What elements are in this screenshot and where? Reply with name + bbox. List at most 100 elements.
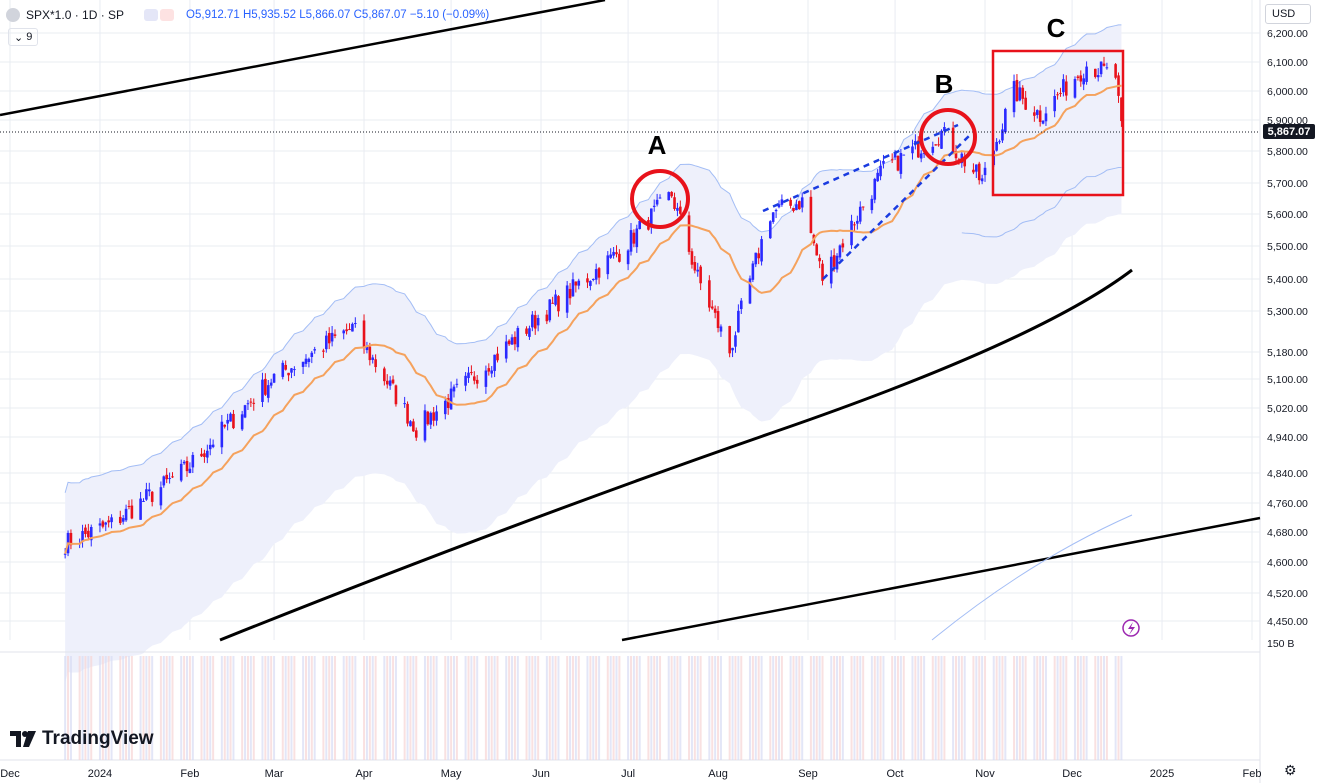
candle-body bbox=[591, 278, 595, 280]
volume-bar bbox=[728, 656, 731, 760]
candle-body bbox=[557, 296, 560, 312]
volume-bar bbox=[798, 656, 801, 760]
candle-body bbox=[652, 205, 656, 207]
y-tick-label: 6,200.00 bbox=[1267, 28, 1308, 40]
candle-body bbox=[139, 498, 142, 520]
candle-body bbox=[780, 199, 784, 205]
candle-body bbox=[916, 140, 920, 158]
volume-bar bbox=[830, 656, 833, 760]
candle-body bbox=[536, 318, 540, 326]
volume-bar bbox=[171, 656, 174, 760]
volume-bar bbox=[656, 656, 659, 760]
volume-bar bbox=[406, 656, 409, 760]
candle-body bbox=[423, 410, 427, 441]
indicator-toggle-icons[interactable] bbox=[144, 9, 175, 21]
gear-icon[interactable]: ⚙ bbox=[1284, 762, 1297, 778]
candle-body bbox=[432, 412, 435, 421]
candle-body bbox=[310, 352, 314, 357]
candle-body bbox=[963, 156, 967, 167]
candle-body bbox=[240, 414, 244, 430]
volume-bar bbox=[812, 656, 815, 760]
volume-bar bbox=[249, 656, 252, 760]
volume-bar bbox=[490, 656, 493, 760]
candle-body bbox=[774, 209, 778, 212]
candle-body bbox=[1093, 68, 1097, 77]
volume-bar bbox=[1039, 656, 1042, 760]
candle-body bbox=[388, 380, 392, 386]
candle-body bbox=[467, 372, 470, 379]
x-tick-label: Nov bbox=[975, 768, 995, 780]
volume-bar bbox=[836, 656, 839, 760]
candle-body bbox=[171, 476, 174, 478]
candle-body bbox=[951, 127, 955, 154]
candle-body bbox=[246, 403, 250, 405]
candle-body bbox=[162, 476, 166, 486]
volume-bar bbox=[627, 656, 630, 760]
candle-body bbox=[1053, 95, 1056, 112]
indicators-collapse-button[interactable]: ⌄ 9 bbox=[8, 28, 39, 46]
candle-body bbox=[426, 411, 430, 425]
candle-body bbox=[1064, 81, 1068, 96]
volume-bar bbox=[389, 656, 392, 760]
volume-bar bbox=[554, 656, 557, 760]
candle-body bbox=[841, 243, 845, 248]
candle-body bbox=[980, 178, 984, 182]
x-tick-label: Dec bbox=[0, 768, 20, 780]
volume-bar bbox=[203, 656, 206, 760]
x-tick-label: 2025 bbox=[1150, 768, 1174, 780]
symbol-title[interactable]: SPX*1.0 · 1D · SP bbox=[26, 8, 125, 22]
volume-bar bbox=[911, 656, 914, 760]
candle-body bbox=[858, 206, 862, 222]
x-tick-label: Aug bbox=[708, 768, 728, 780]
volume-bar bbox=[354, 656, 357, 760]
candle-body bbox=[795, 204, 798, 211]
y-tick-label: 4,680.00 bbox=[1267, 527, 1308, 539]
candle-body bbox=[345, 329, 348, 332]
candle-body bbox=[1004, 108, 1007, 133]
y-tick-label: 5,100.00 bbox=[1267, 374, 1308, 386]
candle-body bbox=[676, 207, 679, 211]
volume-bar bbox=[931, 656, 934, 760]
x-tick-label: Apr bbox=[355, 768, 372, 780]
candle-body bbox=[101, 521, 105, 527]
x-tick-label: Jun bbox=[532, 768, 550, 780]
candle-body bbox=[443, 400, 447, 415]
candle-body bbox=[673, 197, 676, 210]
y-tick-label: 5,700.00 bbox=[1267, 178, 1308, 190]
candle-body bbox=[98, 523, 102, 526]
volume-bar bbox=[1036, 656, 1039, 760]
candle-body bbox=[243, 405, 247, 418]
candle-body bbox=[1021, 87, 1025, 99]
candle-body bbox=[650, 208, 653, 228]
volume-bar bbox=[673, 656, 676, 760]
volume-bar bbox=[81, 656, 84, 760]
candle-body bbox=[879, 165, 882, 177]
volume-bar bbox=[148, 656, 151, 760]
volume-bar bbox=[371, 656, 374, 760]
candle-body bbox=[618, 253, 621, 262]
candle-body bbox=[409, 421, 412, 427]
candle-body bbox=[185, 460, 189, 472]
volume-bar bbox=[981, 656, 984, 760]
candle-body bbox=[145, 489, 148, 500]
volume-bar bbox=[525, 656, 528, 760]
volume-bar bbox=[467, 656, 470, 760]
candle-body bbox=[371, 357, 375, 360]
candle-body bbox=[739, 300, 743, 310]
volume-bar bbox=[386, 656, 389, 760]
candle-body bbox=[574, 281, 578, 286]
currency-selector[interactable]: USD bbox=[1265, 4, 1311, 24]
volume-bar bbox=[853, 656, 856, 760]
candle-body bbox=[771, 212, 775, 222]
candle-body bbox=[484, 370, 488, 387]
volume-bar bbox=[879, 656, 882, 760]
volume-bar bbox=[952, 656, 955, 760]
volume-bar bbox=[513, 656, 516, 760]
volume-bar bbox=[363, 656, 366, 760]
volume-bar bbox=[220, 656, 223, 760]
volume-bar bbox=[261, 656, 264, 760]
candle-body bbox=[330, 332, 334, 342]
volume-bar bbox=[159, 656, 162, 760]
candle-body bbox=[757, 253, 760, 259]
volume-bar bbox=[447, 656, 450, 760]
